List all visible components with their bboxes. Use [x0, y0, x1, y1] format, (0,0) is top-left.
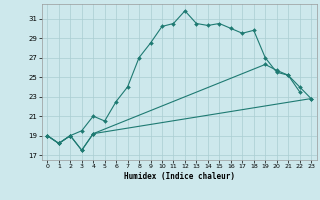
X-axis label: Humidex (Indice chaleur): Humidex (Indice chaleur) [124, 172, 235, 181]
